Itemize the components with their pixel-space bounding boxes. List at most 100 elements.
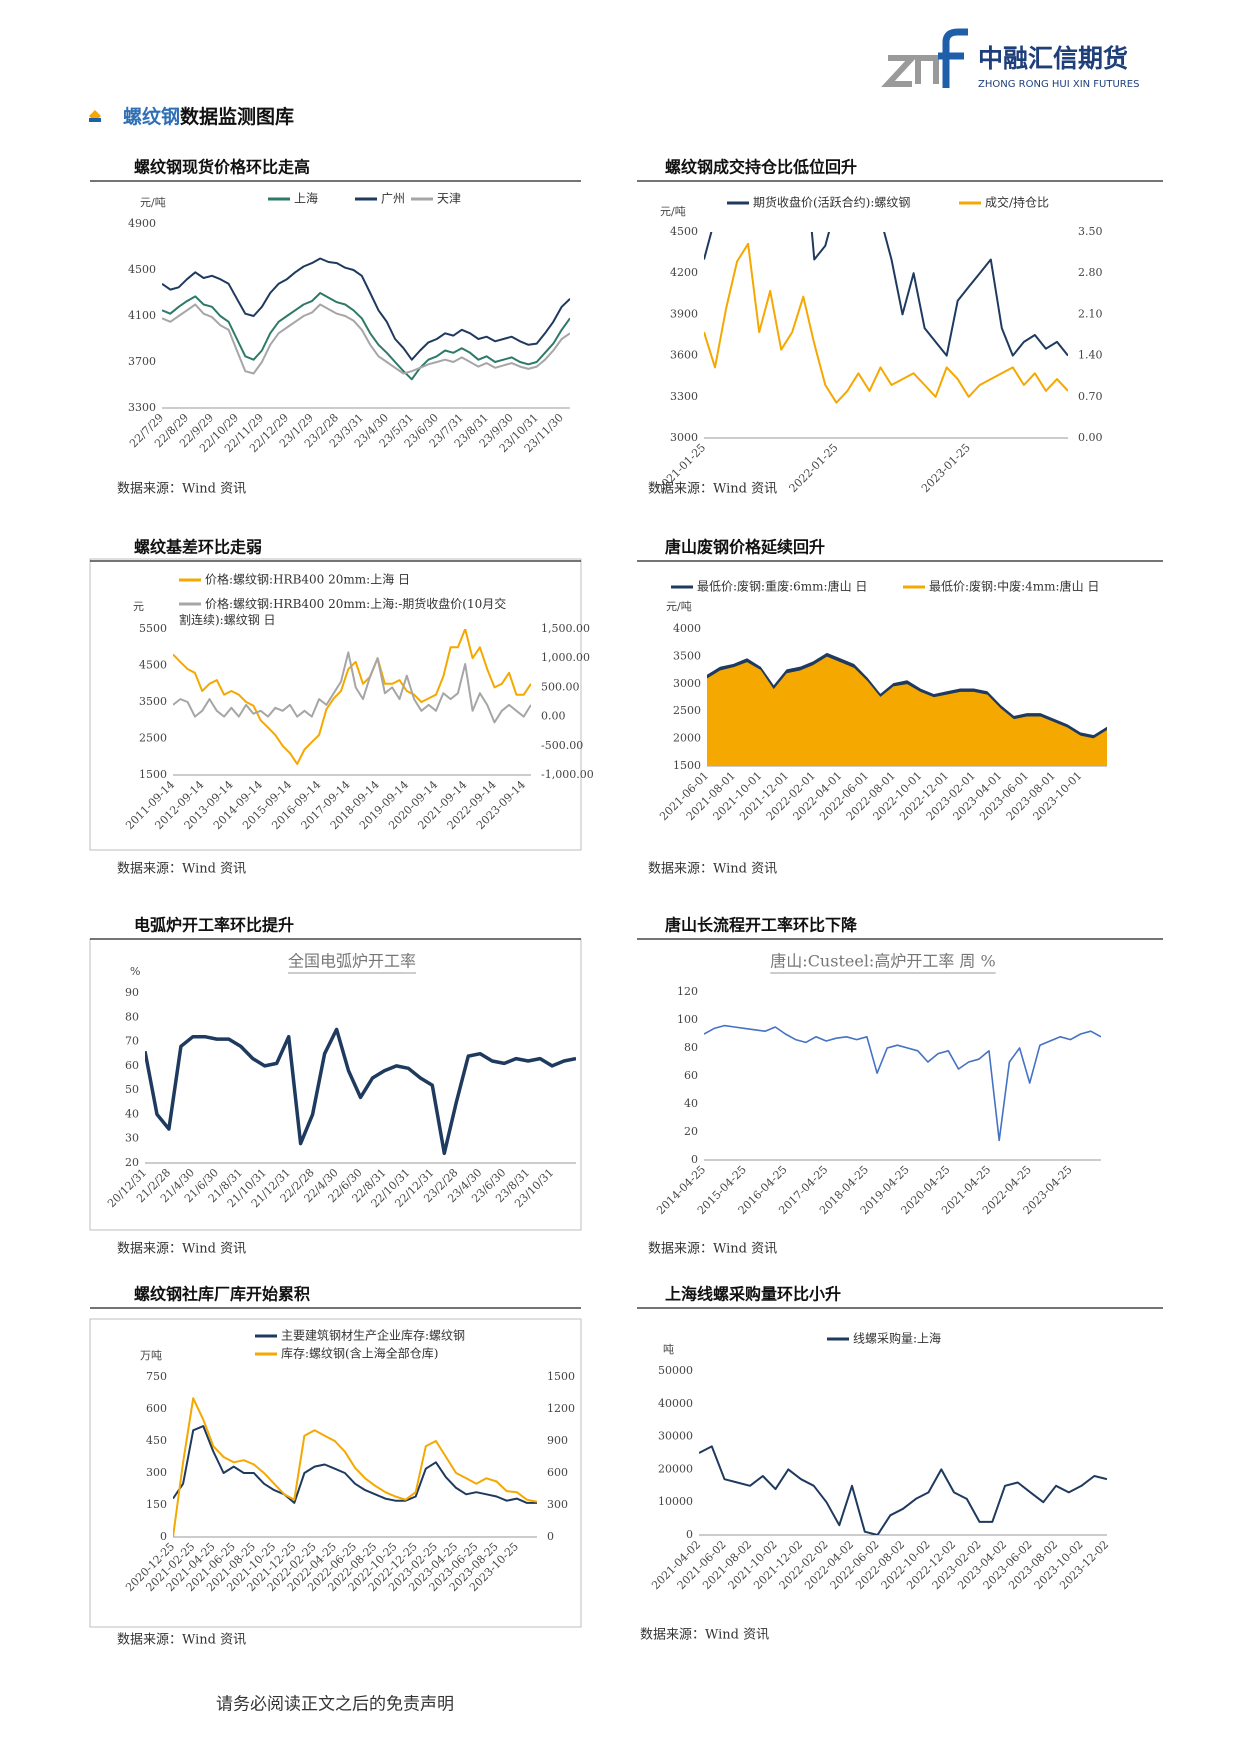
y-tick-label: 3000 [670, 431, 698, 444]
y-axis-unit: 万吨 [140, 1349, 162, 1362]
y-tick-label: 3600 [670, 349, 698, 362]
y-tick-label: 4500 [128, 263, 156, 276]
y-tick-label: 20 [125, 1156, 139, 1169]
series-line [162, 303, 570, 375]
company-name: 中融汇信期货 [978, 44, 1128, 73]
y2-tick-label: 1500 [547, 1370, 575, 1383]
y-axis-unit: 元/吨 [666, 600, 692, 613]
y-tick-label: 4100 [128, 309, 156, 322]
y-axis-unit: 元 [133, 600, 144, 613]
source-note: 数据来源：Wind 资讯 [117, 482, 246, 497]
y-tick-label: 5500 [139, 622, 167, 635]
y-tick-label: 3000 [673, 677, 701, 690]
footer-disclaimer: 请务必阅读正文之后的免责声明 [216, 1695, 454, 1715]
header-title-highlight: 螺纹钢 [123, 105, 180, 128]
y-tick-label: 4500 [670, 225, 698, 238]
y2-tick-label: 0.00 [1078, 431, 1103, 444]
header-title-rest: 数据监测图库 [180, 105, 294, 128]
y2-tick-label: 500.00 [541, 680, 580, 693]
y2-tick-label: 2.10 [1078, 307, 1103, 320]
legend-label: 价格:螺纹钢:HRB400 20mm:上海 日 [205, 572, 410, 587]
legend-label: 天津 [437, 192, 461, 206]
source-note: 数据来源：Wind 资讯 [648, 862, 777, 877]
series-line [162, 257, 570, 361]
chart-subtitle: 唐山:Custeel:高炉开工率 周 % [770, 952, 995, 971]
panel-title: 唐山长流程开工率环比下降 [665, 916, 858, 935]
panel-title: 唐山废钢价格延续回升 [665, 538, 825, 557]
y-tick-label: 20 [684, 1125, 698, 1138]
y-tick-label: 80 [684, 1041, 698, 1054]
header-icon [89, 118, 101, 122]
y2-tick-label: 2.80 [1078, 266, 1103, 279]
y-tick-label: 150 [146, 1498, 167, 1511]
y-tick-label: 2000 [673, 732, 701, 745]
y2-tick-label: 0.00 [541, 710, 566, 723]
legend-label: 最低价:废钢:中废:4mm:唐山 日 [929, 579, 1099, 594]
panel-title: 上海线螺采购量环比小升 [665, 1285, 841, 1304]
y-tick-label: 2500 [673, 704, 701, 717]
legend-label: 主要建筑钢材生产企业库存:螺纹钢 [281, 1328, 465, 1343]
y-axis-unit: 吨 [663, 1343, 674, 1356]
y-tick-label: 4000 [673, 622, 701, 635]
y2-tick-label: 600 [547, 1466, 568, 1479]
y-axis-unit: % [130, 965, 140, 978]
series-area [707, 656, 1107, 766]
panel-title: 螺纹钢社库厂库开始累积 [134, 1285, 310, 1304]
legend-label: 上海 [294, 191, 318, 206]
y-tick-label: 2500 [139, 732, 167, 745]
y2-tick-label: 0.70 [1078, 390, 1103, 403]
series-line [173, 1425, 537, 1504]
y-tick-label: 40000 [658, 1397, 693, 1410]
y-tick-label: 750 [146, 1370, 167, 1383]
y2-tick-label: -1,000.00 [541, 768, 594, 781]
y2-tick-label: 300 [547, 1498, 568, 1511]
series-line [704, 232, 1068, 357]
y2-tick-label: -500.00 [541, 739, 583, 752]
y-tick-label: 1500 [139, 768, 167, 781]
y-tick-label: 40 [684, 1097, 698, 1110]
panel-title: 螺纹基差环比走弱 [134, 538, 262, 557]
chart-frame [89, 558, 582, 851]
x-tick-label: 2022-01-25 [787, 441, 841, 495]
chart-subtitle: 全国电弧炉开工率 [288, 952, 416, 971]
y-tick-label: 80 [125, 1010, 139, 1023]
y-tick-label: 300 [146, 1466, 167, 1479]
y-tick-label: 30000 [658, 1430, 693, 1443]
source-note: 数据来源：Wind 资讯 [117, 862, 246, 877]
y2-tick-label: 1.40 [1078, 349, 1103, 362]
legend-label: 线螺采购量:上海 [853, 1331, 941, 1346]
legend-label: 最低价:废钢:重废:6mm:唐山 日 [697, 579, 867, 594]
x-tick-label: 2023-01-25 [919, 441, 973, 495]
y-tick-label: 3700 [128, 355, 156, 368]
y-tick-label: 4200 [670, 266, 698, 279]
y-tick-label: 20000 [658, 1462, 693, 1475]
y-tick-label: 60 [125, 1059, 139, 1072]
y-tick-label: 50 [125, 1083, 139, 1096]
y2-tick-label: 1200 [547, 1402, 575, 1415]
y-axis-unit: 元/吨 [660, 205, 686, 218]
y-tick-label: 120 [677, 985, 698, 998]
source-note: 数据来源：Wind 资讯 [117, 1633, 246, 1648]
legend-label: 价格:螺纹钢:HRB400 20mm:上海:-期货收盘价(10月交割连续):螺纹… [179, 596, 506, 627]
legend-label: 库存:螺纹钢(含上海全部仓库) [281, 1346, 438, 1361]
y-tick-label: 30 [125, 1132, 139, 1145]
series-line [704, 1024, 1101, 1142]
header-title: 螺纹钢数据监测图库 [123, 105, 294, 128]
y-tick-label: 70 [125, 1035, 139, 1048]
legend-label: 广州 [381, 192, 405, 206]
y-tick-label: 0 [160, 1530, 167, 1543]
y-tick-label: 3900 [670, 307, 698, 320]
series-line [173, 629, 531, 765]
chart-frame [89, 1318, 582, 1628]
logo-mark [915, 55, 939, 84]
y-tick-label: 3300 [670, 390, 698, 403]
y-axis-unit: 元/吨 [140, 196, 166, 209]
series-line [704, 242, 1068, 404]
y-tick-label: 0 [691, 1153, 698, 1166]
logo-mark [881, 55, 919, 87]
panel-title: 电弧炉开工率环比提升 [134, 916, 294, 935]
logo-mark [938, 28, 968, 88]
series-line [145, 1027, 576, 1156]
legend-label: 成交/持仓比 [985, 195, 1049, 210]
